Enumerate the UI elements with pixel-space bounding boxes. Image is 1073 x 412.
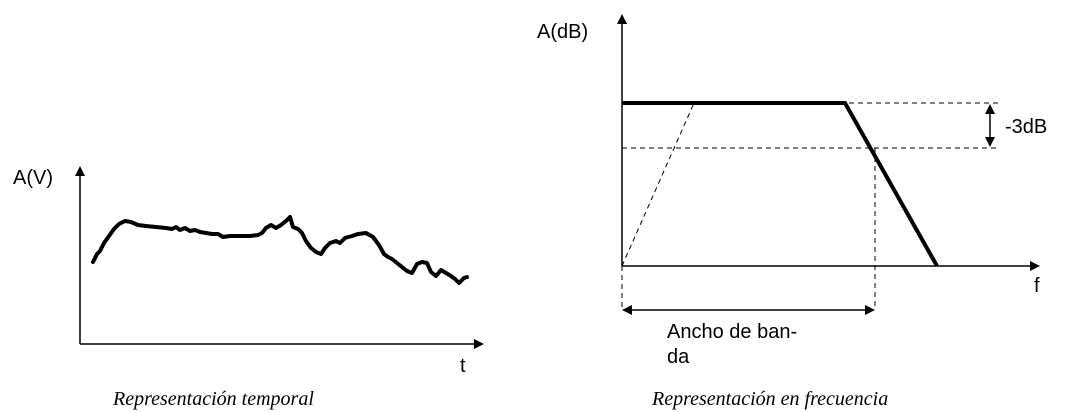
freq-response-curve bbox=[622, 101, 939, 267]
freq-y-axis-label: A(dB) bbox=[537, 21, 588, 43]
time-x-axis-label: t bbox=[460, 355, 466, 377]
attenuation-label: -3dB bbox=[1005, 116, 1047, 138]
time-panel: A(V) t Representación temporal bbox=[13, 166, 484, 410]
bandwidth-label-line2: da bbox=[667, 346, 690, 368]
freq-caption: Representación en frecuencia bbox=[651, 388, 888, 410]
time-caption: Representación temporal bbox=[112, 388, 314, 410]
time-y-axis-label: A(V) bbox=[13, 167, 53, 189]
bandwidth-label-line1: Ancho de ban- bbox=[667, 321, 797, 343]
time-signal-curve bbox=[91, 215, 469, 285]
freq-panel: A(dB) f -3dB Ancho de ban- da Representa… bbox=[537, 14, 1047, 410]
slope-guide bbox=[621, 102, 695, 267]
freq-x-axis-label: f bbox=[1034, 275, 1040, 297]
